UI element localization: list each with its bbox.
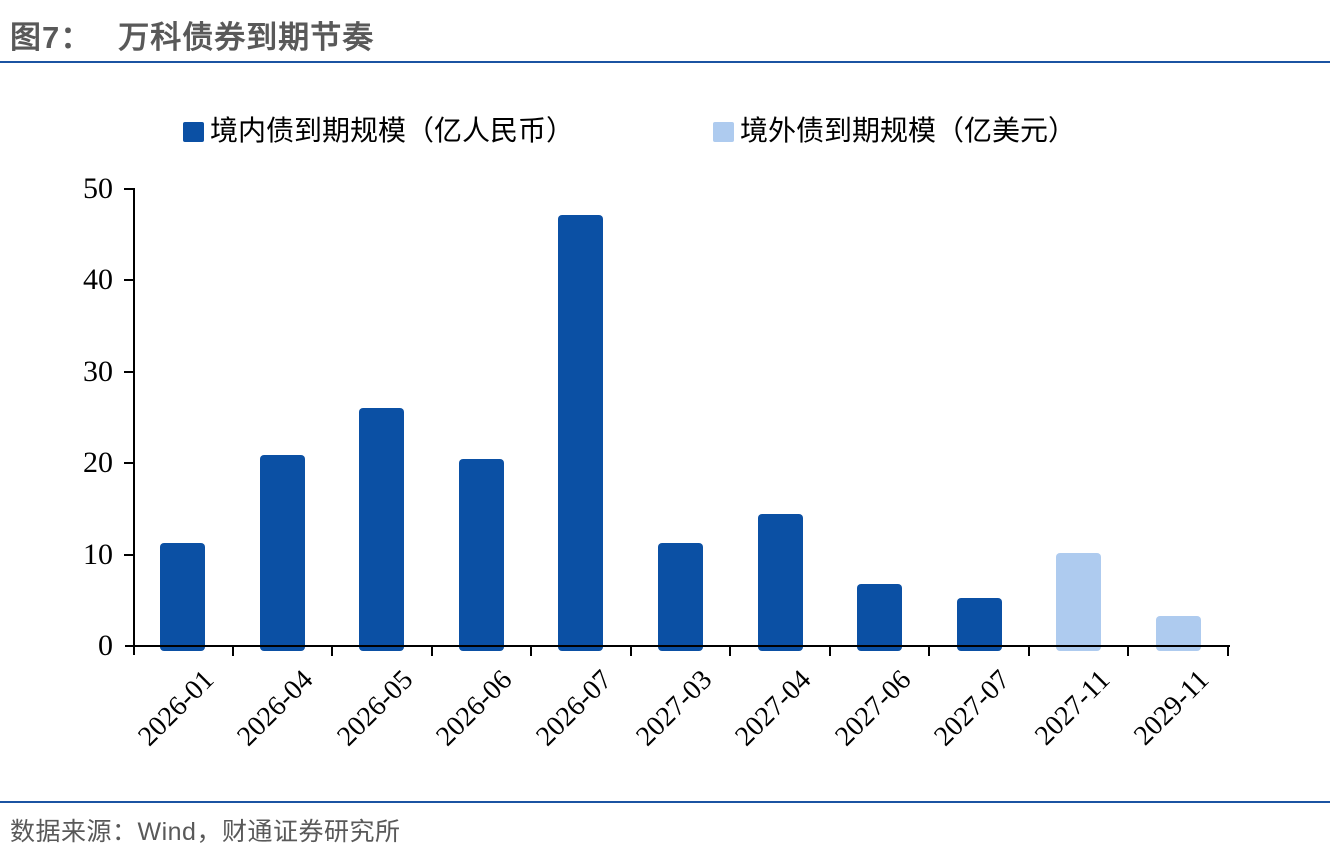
y-axis-label: 20 bbox=[83, 446, 113, 480]
x-axis-label: 2027-11 bbox=[1028, 664, 1116, 752]
y-axis-label: 0 bbox=[98, 629, 113, 662]
x-axis-label: 2027-07 bbox=[928, 664, 1017, 753]
bar-2027-03 bbox=[658, 542, 703, 651]
x-axis-label: 2026-06 bbox=[430, 664, 519, 753]
bar-2026-04 bbox=[259, 454, 305, 651]
y-axis-label: 30 bbox=[83, 354, 113, 388]
footer-divider bbox=[0, 801, 1330, 803]
x-axis-label: 2026-01 bbox=[132, 664, 220, 753]
x-axis-tick bbox=[928, 645, 931, 656]
x-axis-tick bbox=[828, 645, 831, 656]
y-axis-tick bbox=[124, 188, 133, 190]
page-title: 图7： 万科债券到期节奏 bbox=[10, 12, 374, 57]
figure-title-text: 万科债券到期节奏 bbox=[118, 20, 375, 55]
y-axis-tick bbox=[124, 462, 133, 465]
x-axis-tick bbox=[530, 645, 533, 656]
x-axis-label: 2026-07 bbox=[530, 664, 619, 753]
legend-label-domestic: 境内债到期规模（亿人民币） bbox=[210, 116, 575, 147]
bar-2026-05 bbox=[359, 408, 405, 651]
x-axis-tick bbox=[231, 645, 234, 656]
x-axis-line bbox=[125, 645, 1230, 647]
title-divider bbox=[0, 61, 1330, 63]
chart-legend: 境内债到期规模（亿人民币） 境外债到期规模（亿美元） bbox=[0, 112, 1330, 152]
x-axis-label: 2029-11 bbox=[1128, 664, 1216, 752]
x-axis-tick bbox=[1027, 645, 1030, 656]
x-axis-label: 2026-05 bbox=[331, 664, 420, 753]
y-axis-label: 40 bbox=[83, 263, 113, 297]
bar-2027-11 bbox=[1056, 552, 1102, 651]
legend-label-overseas: 境外债到期规模（亿美元） bbox=[740, 116, 1077, 147]
y-axis-tick bbox=[124, 370, 133, 373]
x-axis-label: 2026-04 bbox=[231, 664, 320, 753]
bar-2027-07 bbox=[956, 598, 1002, 651]
x-axis-tick bbox=[729, 645, 732, 656]
x-axis-tick bbox=[1127, 645, 1130, 656]
legend-swatch-overseas-icon bbox=[713, 122, 734, 142]
x-axis-label: 2027-06 bbox=[828, 664, 917, 753]
bar-2026-07 bbox=[558, 215, 604, 651]
legend-item-domestic-bonds: 境内债到期规模（亿人民币） bbox=[183, 112, 574, 152]
y-axis-tick bbox=[124, 553, 133, 556]
figure-number-label: 图7： bbox=[10, 20, 93, 55]
data-source-note: 数据来源：Wind，财通证券研究所 bbox=[10, 818, 401, 846]
y-axis-tick bbox=[124, 279, 133, 282]
x-axis-tick bbox=[629, 645, 632, 656]
y-axis-label: 10 bbox=[83, 537, 113, 571]
legend-swatch-domestic-icon bbox=[183, 122, 204, 142]
bar-2027-04 bbox=[757, 514, 803, 651]
x-axis-tick bbox=[331, 645, 334, 656]
bar-2027-06 bbox=[857, 583, 903, 651]
legend-item-overseas-bonds: 境外债到期规模（亿美元） bbox=[713, 112, 1076, 152]
bar-2026-06 bbox=[458, 459, 504, 651]
y-axis-line bbox=[133, 188, 135, 655]
x-axis-tick bbox=[430, 645, 433, 656]
x-axis-label: 2027-03 bbox=[629, 664, 718, 753]
x-axis-tick bbox=[1227, 645, 1229, 656]
y-axis-label: 50 bbox=[83, 172, 113, 205]
x-axis-label: 2027-04 bbox=[729, 664, 818, 753]
bar-2026-01 bbox=[160, 542, 206, 651]
